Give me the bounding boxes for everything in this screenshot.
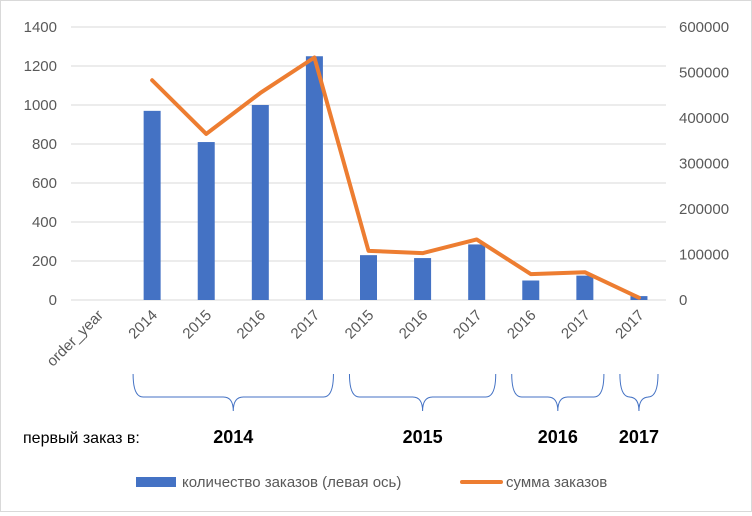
group-brace [511,373,605,412]
y-right-tick-label: 0 [679,292,687,309]
bar [143,110,161,300]
bar [576,275,594,300]
x-tick-label: 2017 [558,307,594,343]
x-tick-label: 2015 [342,307,378,343]
bar [251,105,269,300]
y-right-tick-label: 500000 [679,65,729,82]
y-left-tick-label: 1200 [24,58,57,75]
x-tick-label: 2015 [179,307,215,343]
bar [305,56,323,300]
group-label: 2014 [213,427,253,447]
group-brace [132,373,334,412]
x-tick-label: 2016 [234,307,270,343]
legend-label-bars: количество заказов (левая ось) [182,474,401,491]
group-brace [348,373,497,412]
line-series [150,55,641,300]
y-left-tick-label: 1000 [24,97,57,114]
legend-label-line: сумма заказов [506,474,607,491]
x-tick-label: 2016 [504,307,540,343]
x-tick-label: 2017 [288,307,324,343]
y-left-tick-label: 200 [32,253,57,270]
group-brace [619,373,659,412]
y-right-tick-label: 200000 [679,201,729,218]
bar [468,244,486,300]
bar [360,255,377,300]
y-left-tick-label: 800 [32,136,57,153]
group-label: 2015 [403,427,443,447]
y-right-tick-label: 400000 [679,110,729,127]
y-left-tick-label: 400 [32,214,57,231]
y-right-tick-label: 100000 [679,247,729,264]
bar [522,280,540,300]
bar [197,142,215,300]
group-label: 2016 [538,427,578,447]
bar [414,258,432,300]
y-right-tick-label: 600000 [679,19,729,36]
group-label: 2017 [619,427,659,447]
x-tick-label: 2014 [125,307,161,343]
legend-swatch-bars [136,477,176,487]
x-tick-label: 2017 [450,307,486,343]
x-tick-label: order_year [44,307,107,370]
y-left-tick-label: 1400 [24,19,57,36]
y-left-tick-label: 0 [49,292,57,309]
x-tick-label: 2017 [612,307,648,343]
y-left-tick-label: 600 [32,175,57,192]
group-prefix-label: первый заказ в: [23,430,140,447]
x-tick-label: 2016 [396,307,432,343]
y-right-tick-label: 300000 [679,156,729,173]
